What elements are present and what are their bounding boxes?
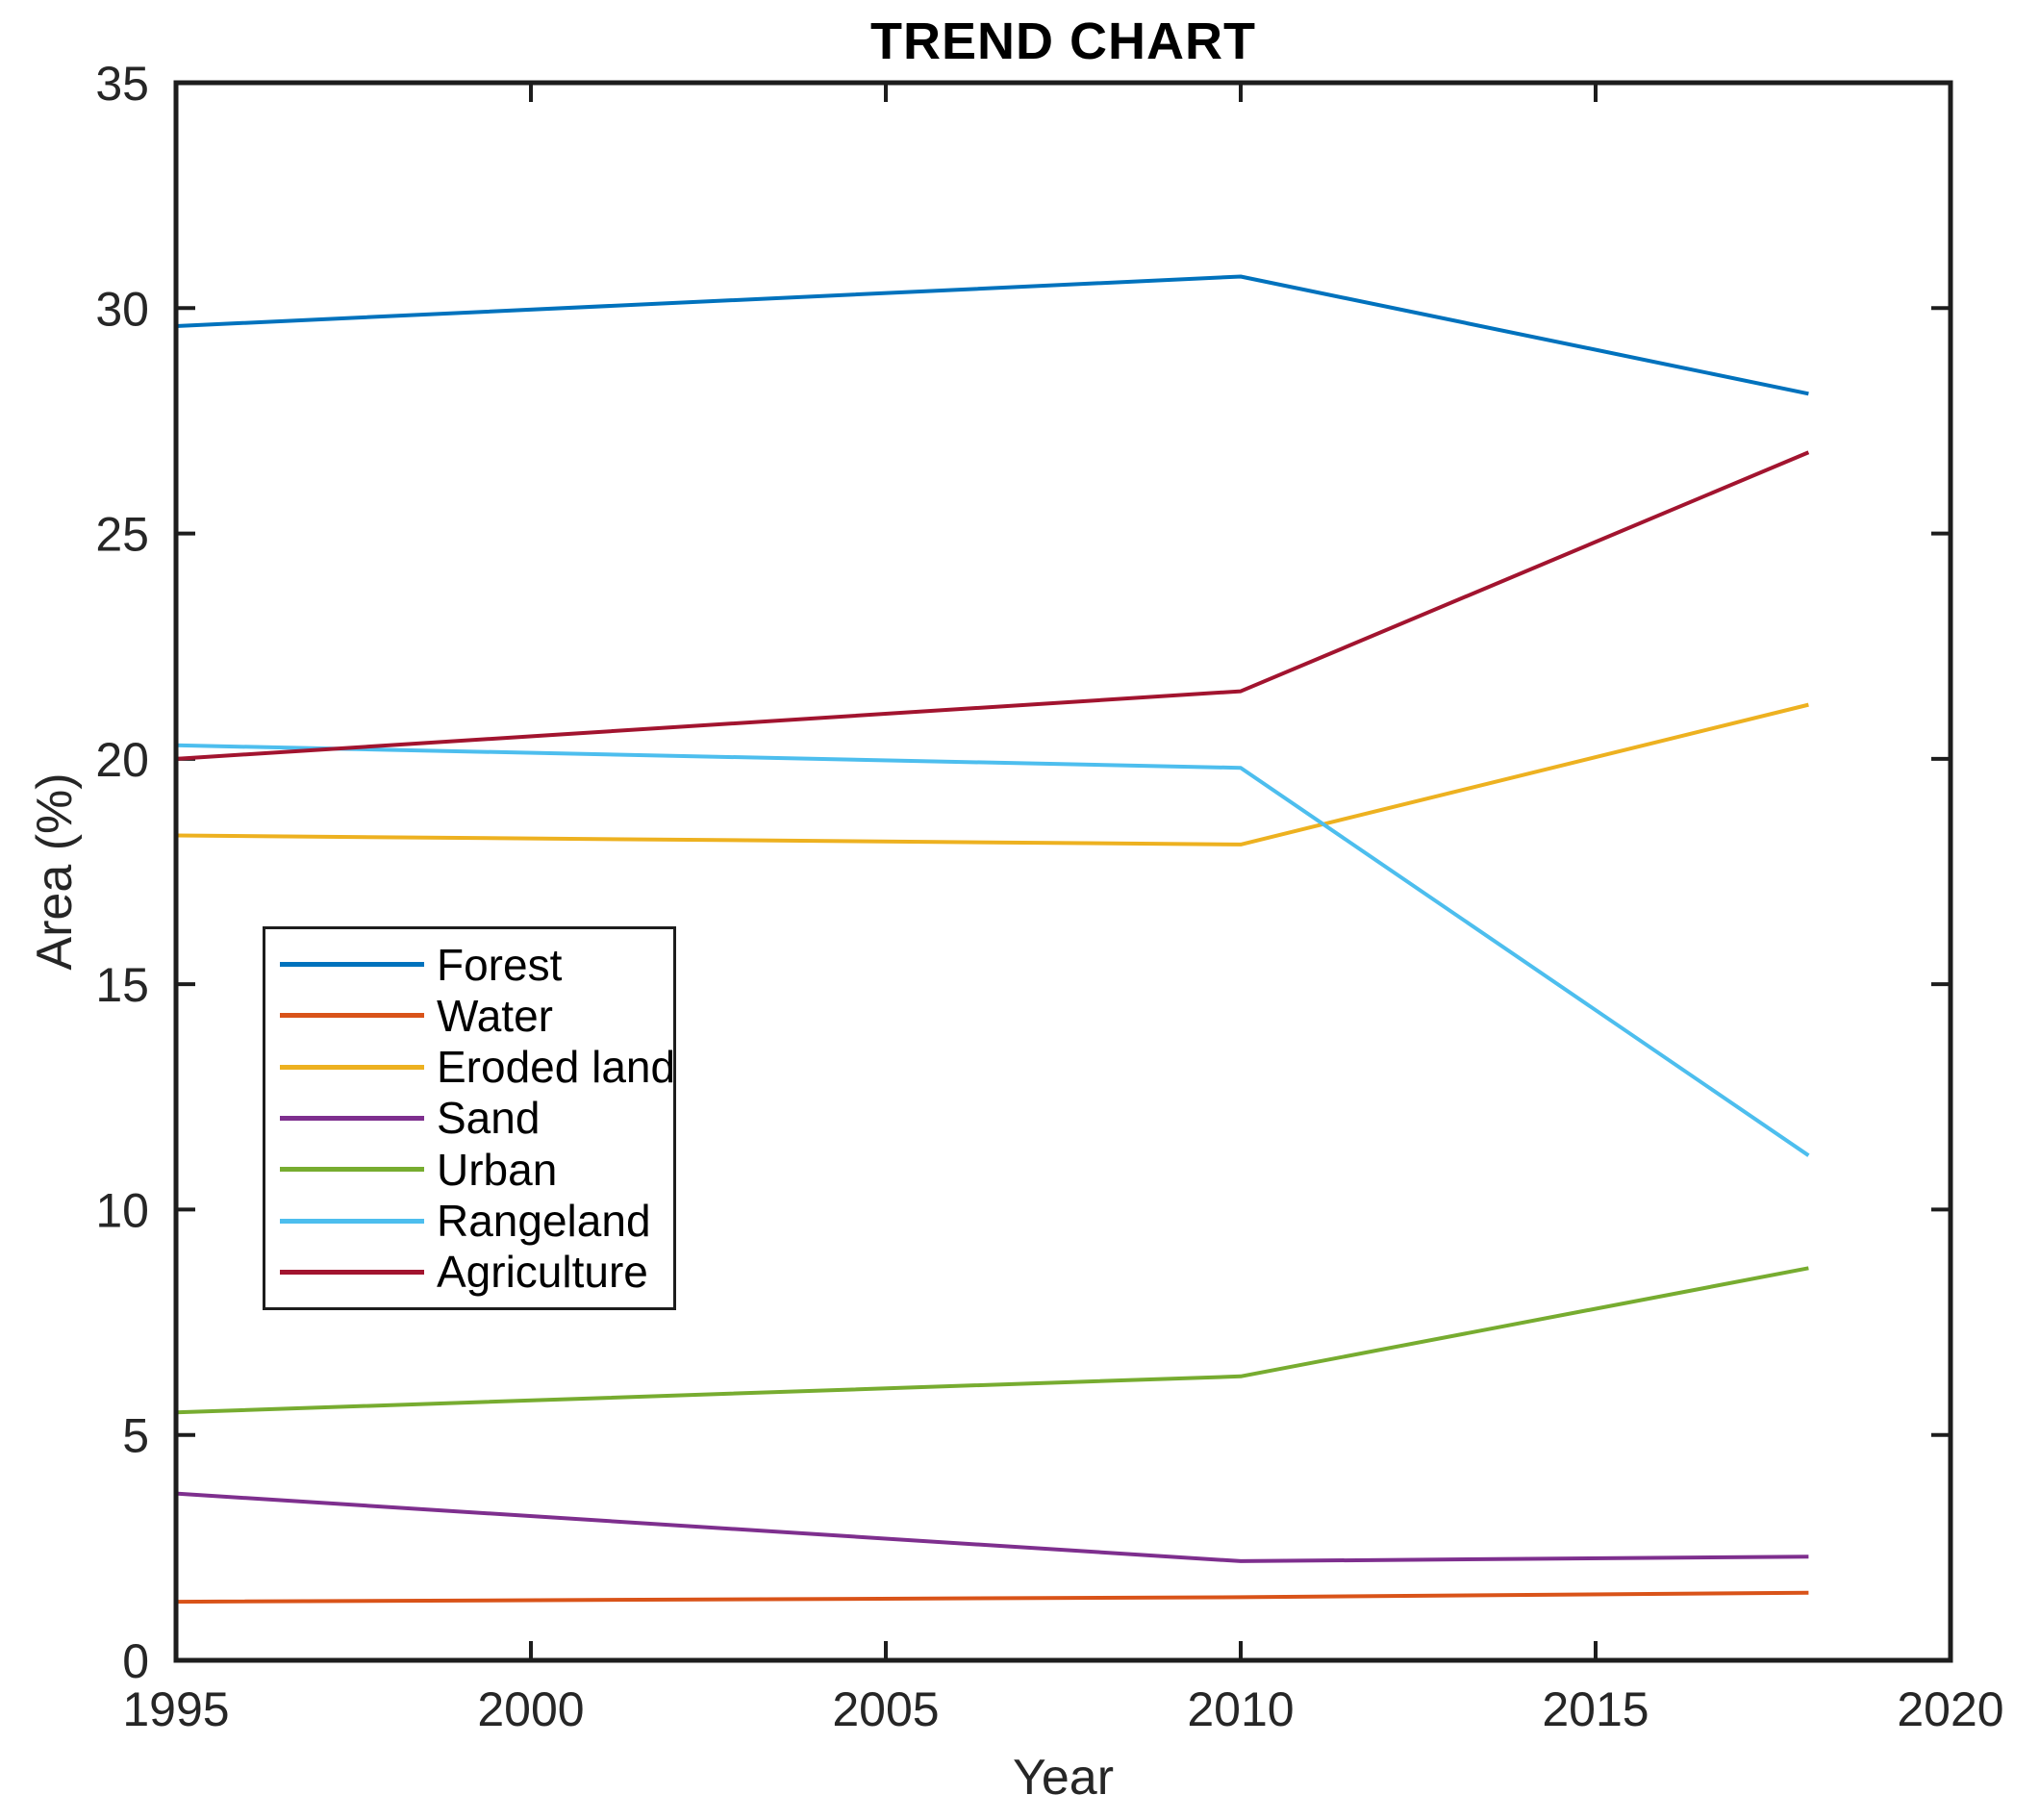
- legend-item-eroded-land: Eroded land: [265, 1042, 676, 1093]
- legend-label: Forest: [437, 939, 563, 990]
- legend-swatch-eroded-land: [280, 1064, 424, 1070]
- legend-swatch-agriculture: [280, 1269, 424, 1275]
- legend-label: Rangeland: [437, 1196, 651, 1247]
- axis-box: [173, 80, 1953, 1663]
- series-line-agriculture: [175, 450, 1810, 761]
- legend-item-agriculture: Agriculture: [265, 1250, 673, 1294]
- series-line-rangeland: [175, 743, 1810, 1157]
- legend: Forest Water Eroded land Sand Urban Rang…: [263, 926, 676, 1310]
- legend-swatch-rangeland: [280, 1218, 424, 1224]
- x-tick-label: 2010: [1187, 1682, 1294, 1736]
- y-tick-label: 5: [122, 1409, 149, 1463]
- legend-label: Water: [437, 990, 553, 1041]
- y-tick-label: 30: [95, 282, 149, 336]
- x-tick-label: 2015: [1542, 1682, 1649, 1736]
- y-tick-label: 20: [95, 733, 149, 787]
- y-tick-label: 15: [95, 958, 149, 1012]
- series-line-water: [175, 1590, 1809, 1605]
- legend-item-water: Water: [265, 994, 673, 1038]
- legend-item-rangeland: Rangeland: [265, 1199, 673, 1243]
- series-line-urban: [175, 1266, 1809, 1415]
- legend-swatch-sand: [280, 1115, 424, 1121]
- legend-label: Sand: [437, 1093, 541, 1144]
- y-tick-label: 35: [95, 57, 149, 111]
- x-tick-label: 2005: [832, 1682, 939, 1736]
- x-axis-label: Year: [1012, 1750, 1115, 1806]
- x-tick-label: 1995: [122, 1682, 229, 1736]
- series-line-sand: [175, 1491, 1809, 1563]
- legend-label: Urban: [437, 1144, 558, 1195]
- y-tick-label: 10: [95, 1183, 149, 1237]
- chart-title: TREND CHART: [870, 13, 1256, 70]
- y-tick-label: 0: [122, 1634, 149, 1688]
- legend-swatch-urban: [280, 1167, 424, 1173]
- series-line-forest: [175, 274, 1809, 396]
- series-line-eroded-land: [175, 702, 1809, 847]
- legend-item-forest: Forest: [265, 943, 673, 987]
- legend-item-sand: Sand: [265, 1096, 673, 1140]
- legend-item-urban: Urban: [265, 1148, 673, 1192]
- legend-swatch-water: [280, 1013, 424, 1019]
- x-tick-label: 2020: [1897, 1682, 2003, 1736]
- x-tick-label: 2000: [477, 1682, 584, 1736]
- legend-swatch-forest: [280, 962, 424, 968]
- legend-label: Agriculture: [437, 1247, 648, 1298]
- y-tick-label: 25: [95, 508, 149, 562]
- legend-label: Eroded land: [437, 1042, 676, 1093]
